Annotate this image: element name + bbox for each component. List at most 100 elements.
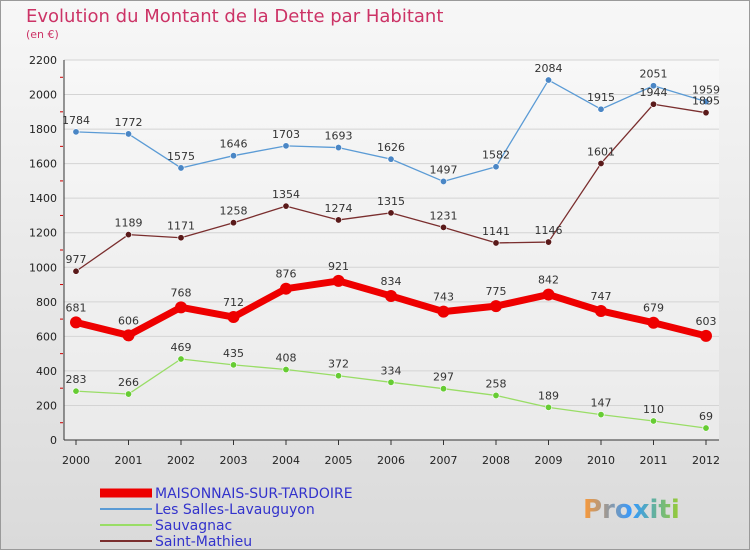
data-point [230, 219, 238, 227]
data-point [702, 109, 710, 117]
data-point [649, 82, 657, 90]
data-label: 2051 [640, 68, 668, 81]
data-label: 469 [171, 341, 192, 354]
data-point [125, 390, 133, 398]
data-label: 283 [66, 373, 87, 386]
data-label: 1354 [272, 188, 300, 201]
legend-label: Sauvagnac [155, 518, 232, 534]
data-label: 876 [276, 268, 297, 281]
y-tick-labels: 0 200 400 600 800 1000 1200 1400 1600 1800 2000 220… [29, 54, 57, 447]
data-label: 1146 [535, 224, 563, 237]
y-tick-label: 2000 [29, 89, 57, 102]
data-point [334, 144, 342, 152]
data-point [439, 177, 447, 185]
data-point [332, 274, 345, 287]
data-point [282, 142, 290, 150]
data-label: 189 [538, 389, 559, 402]
y-tick-label: 600 [36, 330, 57, 343]
x-tick-label: 2007 [430, 454, 458, 467]
data-point [647, 316, 660, 329]
proxiti-logo: Proxiti [583, 495, 680, 525]
legend-item: Les Salles-Lavauguyon [100, 502, 315, 518]
y-tick-label: 1600 [29, 158, 57, 171]
data-point [702, 424, 710, 432]
data-point [230, 152, 238, 160]
data-point [227, 311, 240, 324]
data-label: 1231 [430, 209, 458, 222]
legend-label: Les Salles-Lavauguyon [155, 502, 315, 518]
data-label: 679 [643, 302, 664, 315]
data-point [437, 305, 450, 318]
chart-title: Evolution du Montant de la Dette par Hab… [26, 6, 443, 27]
legend-item: Saint-Mathieu [100, 534, 252, 550]
data-point [490, 300, 502, 313]
data-label: 1693 [325, 130, 353, 143]
data-point [700, 329, 712, 342]
y-tick-label: 1200 [29, 227, 57, 240]
data-point [72, 387, 80, 395]
data-point [177, 234, 185, 242]
data-label: 1315 [377, 195, 405, 208]
data-point [334, 372, 342, 380]
y-tick-label: 400 [36, 365, 57, 378]
data-label: 2084 [535, 62, 563, 75]
data-point [122, 329, 135, 342]
data-label: 743 [433, 291, 454, 304]
x-tick-label: 2011 [640, 454, 668, 467]
data-point [125, 231, 133, 239]
data-label: 1258 [220, 205, 248, 218]
x-tick-label: 2005 [325, 454, 353, 467]
data-label: 1703 [272, 128, 300, 141]
data-label: 258 [486, 377, 507, 390]
data-point [595, 304, 607, 317]
data-label: 69 [699, 410, 713, 423]
data-label: 768 [171, 286, 192, 299]
data-label: 834 [381, 275, 402, 288]
plot-area [64, 60, 719, 440]
legend-label: MAISONNAIS-SUR-TARDOIRE [155, 486, 353, 502]
x-tick-label: 2010 [587, 454, 615, 467]
legend-item: MAISONNAIS-SUR-TARDOIRE [100, 486, 353, 502]
data-label: 1575 [167, 150, 195, 163]
data-label: 1582 [482, 149, 510, 162]
data-label: 603 [696, 315, 717, 328]
data-point [177, 355, 185, 363]
data-point [72, 267, 80, 275]
data-point [492, 163, 500, 171]
data-label: 921 [328, 260, 349, 273]
x-tick-label: 2000 [62, 454, 90, 467]
data-label: 681 [66, 301, 87, 314]
data-label: 1959 [692, 84, 720, 97]
data-point [385, 289, 397, 302]
data-labels: 1784 1772 1575 1646 1703 1693 1626 1497 1582 2084… [62, 62, 720, 423]
data-label: 334 [381, 364, 402, 377]
series-les-salles-lavauguyon [72, 76, 710, 185]
data-label: 712 [223, 296, 244, 309]
data-label: 1601 [587, 145, 615, 158]
series-lines [70, 76, 712, 432]
data-label: 147 [591, 397, 612, 410]
data-point [542, 288, 555, 301]
series-sauvagnac [72, 355, 710, 432]
data-point [597, 411, 605, 419]
data-label: 110 [643, 403, 664, 416]
data-label: 1895 [692, 95, 720, 108]
data-point [702, 98, 710, 106]
data-point [597, 105, 605, 113]
legend-label: Saint-Mathieu [155, 534, 252, 550]
axes [60, 60, 719, 445]
data-point [280, 282, 292, 295]
data-point [175, 301, 187, 314]
data-point [649, 100, 657, 108]
data-label: 1274 [325, 202, 353, 215]
data-point [125, 130, 133, 138]
x-tick-label: 2003 [220, 454, 248, 467]
data-point [387, 155, 395, 163]
data-point [544, 403, 552, 411]
data-label: 1497 [430, 163, 458, 176]
data-point [492, 391, 500, 399]
y-tick-label: 200 [36, 399, 57, 412]
